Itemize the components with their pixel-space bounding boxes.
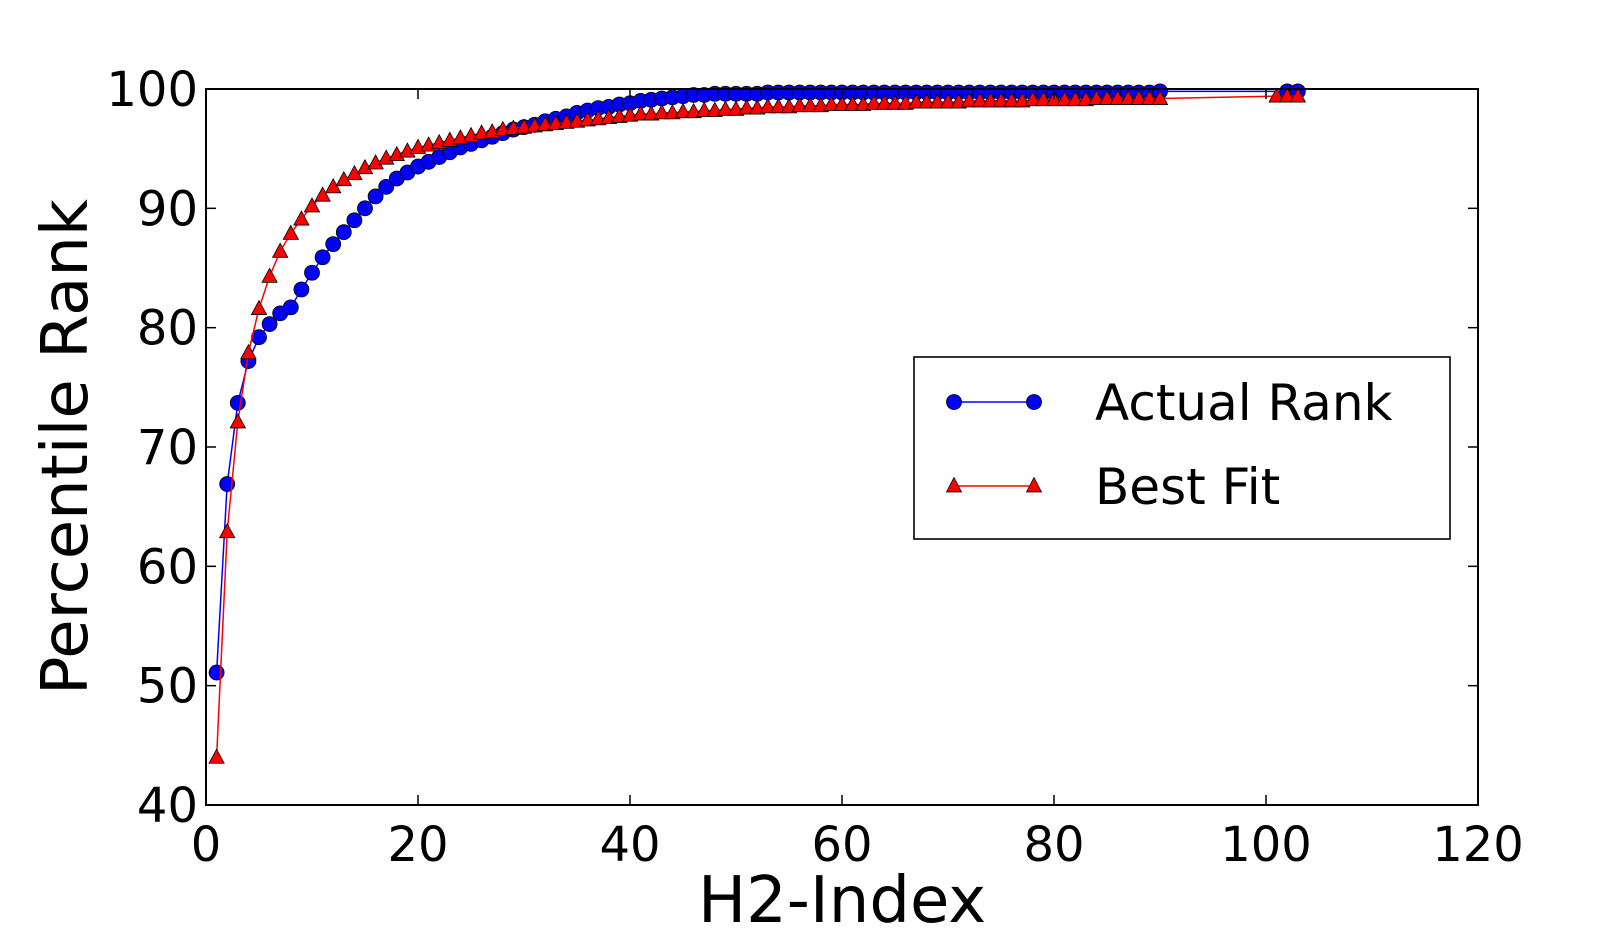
data-point-actual-rank (261, 316, 278, 332)
legend-marker-best-fit-left (945, 476, 963, 493)
data-point-best-fit (929, 93, 946, 109)
x-tick-label: 40 (599, 817, 660, 873)
data-point-best-fit (1278, 87, 1296, 103)
data-point-best-fit (876, 94, 893, 110)
data-point-best-fit (1119, 89, 1137, 105)
data-point-best-fit (886, 94, 904, 110)
data-point-actual-rank (293, 281, 310, 298)
y-tick-label: 100 (106, 62, 198, 118)
data-point-actual-rank (325, 236, 342, 253)
data-point-best-fit (982, 92, 999, 108)
data-point-actual-rank (229, 394, 246, 411)
data-point-best-fit (632, 105, 649, 121)
y-tick-label: 70 (137, 420, 198, 476)
data-point-best-fit (801, 96, 819, 113)
data-point-best-fit (229, 413, 247, 429)
ticks-layer: 0 20 40 60 80 100 120 40 50 60 70 80 90 100 (106, 62, 1523, 873)
x-tick-label: 100 (1220, 817, 1312, 873)
data-point-best-fit (1130, 89, 1148, 105)
x-tick-label: 80 (1023, 817, 1084, 873)
legend-marker-actual-rank-left (946, 394, 962, 410)
data-point-best-fit (1035, 90, 1052, 107)
legend-label-best-fit: Best Fit (1095, 458, 1280, 516)
legend-box (913, 356, 1451, 540)
data-point-best-fit (738, 99, 755, 115)
data-point-best-fit (282, 224, 300, 240)
x-tick-label: 0 (191, 817, 222, 873)
y-tick-label: 60 (137, 539, 198, 595)
data-point-best-fit (992, 92, 1010, 108)
data-point-actual-rank (282, 299, 299, 316)
data-point-best-fit (303, 197, 321, 213)
legend-marker-best-fit-right (1025, 476, 1043, 493)
data-point-best-fit (833, 95, 851, 111)
data-point-best-fit (653, 104, 671, 120)
y-tick-label: 80 (137, 301, 198, 357)
series-layer (208, 83, 1307, 764)
y-axis-title: Percentile Rank (29, 199, 103, 695)
data-point-best-fit (1003, 92, 1020, 108)
series-best-fit (208, 87, 1307, 764)
data-point-best-fit (1141, 89, 1158, 105)
data-point-best-fit (1289, 87, 1307, 103)
y-tick-label: 90 (137, 181, 198, 237)
x-tick-label: 60 (811, 817, 872, 873)
data-point-actual-rank (208, 664, 225, 681)
data-point-best-fit (250, 299, 268, 315)
data-point-best-fit (907, 93, 925, 109)
data-point-best-fit (261, 267, 278, 283)
x-axis-title: H2-Index (698, 864, 986, 938)
data-point-best-fit (208, 748, 225, 764)
data-point-best-fit (1024, 90, 1042, 107)
legend: Actual Rank Best Fit (913, 356, 1451, 540)
data-point-actual-rank (346, 212, 363, 229)
data-point-best-fit (1056, 90, 1073, 107)
data-point-best-fit (271, 242, 289, 258)
data-point-best-fit (823, 95, 840, 111)
data-point-best-fit (918, 93, 936, 109)
data-point-best-fit (717, 100, 734, 116)
data-point-best-fit (1268, 87, 1285, 103)
legend-label-actual-rank: Actual Rank (1095, 374, 1393, 432)
data-point-best-fit (1151, 89, 1169, 105)
data-point-best-fit (695, 101, 713, 117)
x-tick-label: 20 (387, 817, 448, 873)
data-point-actual-rank (367, 188, 384, 205)
data-point-best-fit (1066, 90, 1084, 107)
data-point-best-fit (218, 522, 236, 539)
data-point-actual-rank (357, 200, 373, 217)
data-point-best-fit (960, 92, 978, 108)
data-point-best-fit (1098, 89, 1116, 105)
data-point-best-fit (1109, 89, 1126, 105)
data-point-best-fit (293, 210, 310, 226)
data-point-actual-rank (304, 264, 320, 281)
data-point-best-fit (791, 96, 808, 113)
x-tick-label: 120 (1432, 817, 1524, 873)
data-point-best-fit (865, 94, 883, 110)
data-point-actual-rank (335, 224, 352, 241)
legend-marker-actual-rank-right (1026, 394, 1042, 410)
data-point-best-fit (770, 98, 787, 114)
y-tick-label: 50 (137, 659, 198, 715)
data-point-best-fit (759, 98, 777, 114)
data-point-best-fit (240, 343, 257, 360)
data-point-actual-rank (314, 249, 331, 266)
data-point-best-fit (314, 186, 331, 202)
data-point-best-fit (674, 102, 692, 119)
data-point-best-fit (939, 93, 957, 109)
data-point-best-fit (844, 95, 861, 111)
data-point-actual-rank (378, 178, 395, 195)
y-tick-label: 40 (137, 778, 198, 834)
data-point-best-fit (1088, 89, 1105, 105)
data-point-best-fit (971, 92, 989, 108)
